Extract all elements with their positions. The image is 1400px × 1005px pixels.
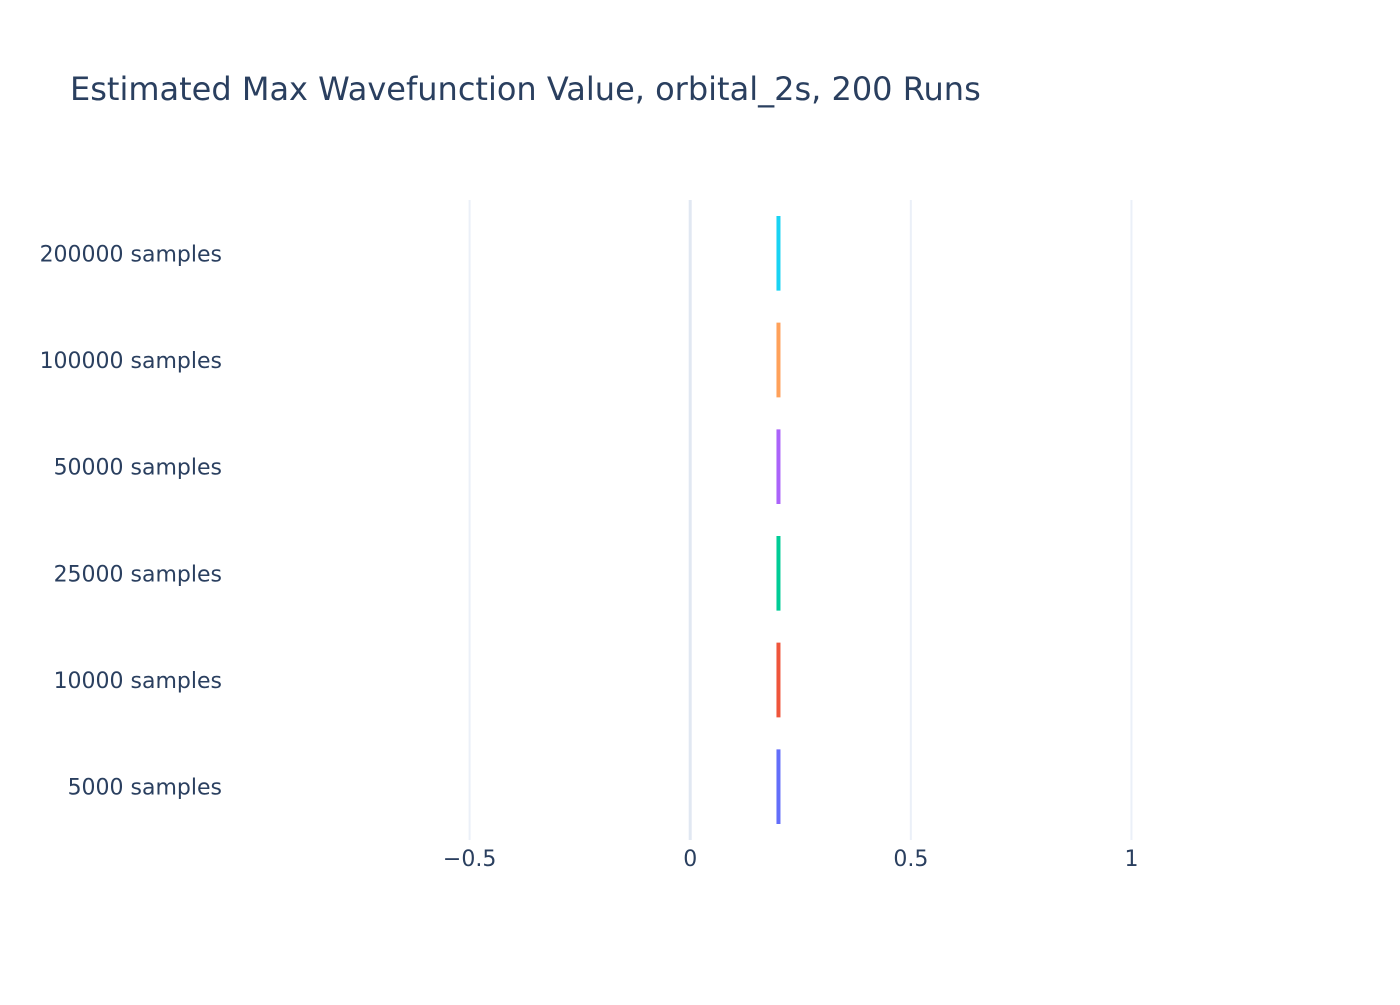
y-axis-labels: 5000 samples 10000 samples 25000 samples 50…	[40, 242, 222, 800]
y-tick-label: 50000 samples	[54, 456, 222, 481]
x-tick-label: 1	[1124, 847, 1138, 872]
y-tick-label: 10000 samples	[54, 669, 222, 694]
y-tick-label: 5000 samples	[68, 776, 222, 801]
x-axis-labels: −0.5 0 0.5 1	[443, 847, 1139, 872]
grid-layer	[468, 200, 1133, 840]
x-tick-label: 0	[683, 847, 697, 872]
chart-title: Estimated Max Wavefunction Value, orbita…	[70, 70, 981, 108]
y-tick-label: 25000 samples	[54, 562, 222, 587]
y-tick-label: 200000 samples	[40, 242, 222, 267]
x-tick-label: 0.5	[893, 847, 928, 872]
x-tick-label: −0.5	[443, 847, 496, 872]
y-tick-label: 100000 samples	[40, 349, 222, 374]
